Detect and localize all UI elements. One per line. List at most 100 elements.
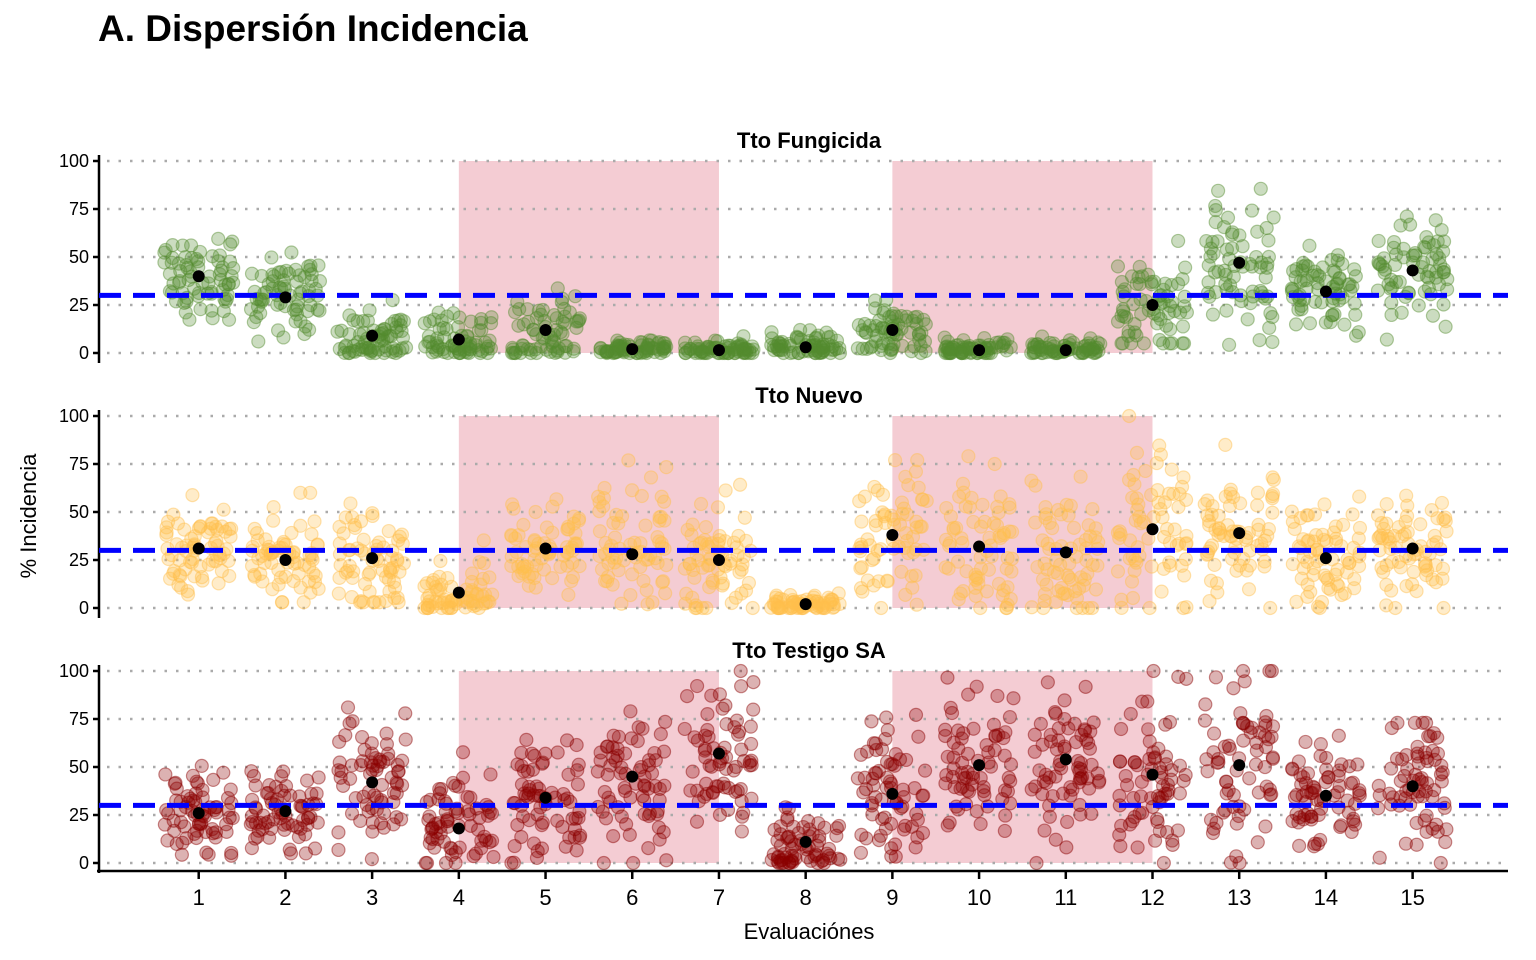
data-point (955, 344, 970, 359)
data-point (343, 496, 358, 511)
data-point (436, 344, 452, 360)
data-point (302, 262, 318, 277)
data-point (396, 314, 411, 329)
data-point (425, 575, 440, 590)
data-point (771, 335, 786, 350)
data-point (362, 342, 378, 357)
data-point (368, 751, 383, 766)
data-point (1229, 816, 1244, 831)
data-point (523, 342, 538, 357)
data-point (1114, 308, 1129, 323)
data-point (1129, 328, 1144, 343)
data-point (204, 303, 219, 318)
data-point (938, 560, 953, 575)
data-point (427, 840, 442, 855)
data-point (610, 333, 625, 348)
data-point (772, 338, 787, 353)
data-point (165, 250, 180, 266)
data-point (1292, 838, 1307, 854)
data-point (545, 525, 560, 540)
data-point (529, 345, 544, 361)
data-point (764, 331, 780, 346)
data-point (213, 273, 228, 288)
data-point (549, 311, 564, 326)
data-point (1415, 715, 1430, 730)
mean-marker (886, 787, 899, 800)
data-point (1073, 807, 1088, 822)
data-point (533, 307, 549, 322)
data-point (1170, 823, 1186, 838)
data-point (733, 782, 748, 797)
data-point (593, 340, 608, 356)
data-point (521, 314, 536, 330)
data-point (331, 825, 346, 840)
data-point (745, 345, 760, 361)
data-point (1158, 276, 1173, 291)
data-point (457, 342, 472, 357)
data-point (1300, 554, 1315, 569)
data-point (331, 842, 346, 858)
data-point (377, 322, 392, 337)
data-point (545, 339, 560, 354)
data-point (1265, 470, 1280, 485)
data-point (511, 318, 526, 333)
data-point (606, 829, 621, 844)
data-point (809, 330, 824, 345)
data-point (742, 345, 757, 361)
data-point (172, 275, 187, 290)
y-tick-label: 100 (59, 661, 89, 681)
data-point (802, 822, 817, 837)
data-point (623, 790, 638, 805)
data-point (639, 345, 654, 361)
data-point (1085, 502, 1100, 517)
data-point (773, 336, 788, 352)
data-point (996, 335, 1011, 351)
data-point (911, 729, 926, 744)
data-point (458, 600, 473, 615)
data-point (434, 313, 449, 328)
data-point (300, 810, 316, 825)
data-point (1167, 303, 1182, 319)
shaded-region (458, 161, 719, 353)
data-point (855, 323, 870, 338)
data-point (729, 340, 744, 355)
data-point (1092, 773, 1107, 788)
data-point (874, 338, 889, 353)
data-point (360, 313, 375, 328)
data-point (904, 344, 919, 359)
data-point (159, 527, 174, 543)
data-point (1110, 525, 1126, 540)
data-point (907, 310, 922, 325)
data-point (1250, 498, 1265, 513)
x-tick-label: 13 (1227, 885, 1251, 910)
data-point (859, 341, 875, 356)
data-point (854, 514, 869, 529)
data-point (1175, 336, 1190, 351)
data-point (855, 341, 870, 356)
data-point (767, 342, 782, 358)
data-point (389, 324, 404, 339)
data-point (1258, 819, 1273, 834)
panel-tto-fungicida: Tto Fungicida 0 25 50 75 100 (59, 128, 1508, 363)
data-point (689, 341, 704, 356)
data-point (1307, 507, 1323, 522)
data-point (362, 303, 377, 318)
data-point (1032, 763, 1047, 778)
data-point (939, 339, 955, 354)
mean-marker (192, 270, 205, 283)
data-point (776, 345, 791, 361)
data-point (311, 770, 326, 785)
mean-marker (192, 807, 205, 820)
data-point (1057, 693, 1072, 708)
mean-marker (452, 586, 465, 599)
y-tick-label: 50 (69, 502, 89, 522)
data-point (808, 331, 823, 346)
data-point (1176, 336, 1192, 351)
data-point (643, 470, 659, 485)
data-point (1176, 773, 1191, 788)
data-point (1207, 557, 1222, 572)
data-point (641, 758, 656, 773)
data-point (169, 836, 184, 852)
data-point (730, 336, 745, 351)
data-point (1334, 757, 1349, 772)
